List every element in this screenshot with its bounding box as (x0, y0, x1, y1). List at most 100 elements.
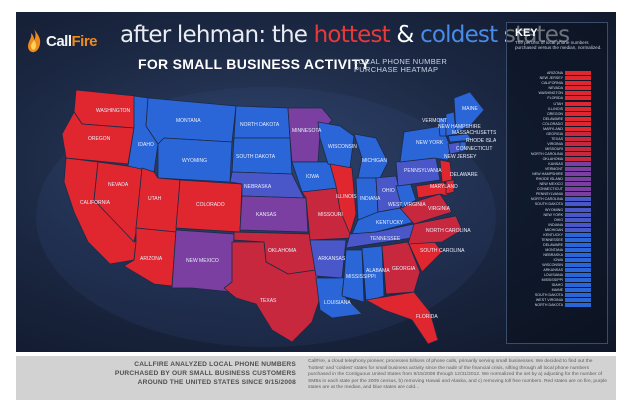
key-row: MONTANA (511, 247, 603, 253)
state-label-rhode-island: RHODE ISLAND (466, 138, 496, 144)
key-row-swatch (565, 212, 591, 217)
key-row: RHODE ISLAND (511, 177, 603, 182)
state-label-texas: TEXAS (260, 298, 277, 304)
key-row-swatch (565, 283, 591, 288)
key-row: NORTH CAROLINA (511, 152, 603, 157)
key-row: WASHINGTON (511, 91, 603, 96)
key-row: SOUTH DAKOTA (511, 293, 603, 298)
flame-icon (28, 29, 41, 53)
state-label-new-jersey: NEW JERSEY (444, 154, 477, 160)
title-hot: hottest (313, 22, 391, 48)
key-row: CALIFORNIA (511, 81, 603, 86)
key-row: NEW JERSEY (511, 76, 603, 81)
key-row: NEVADA (511, 86, 603, 91)
key-row-name: WASHINGTON (538, 91, 563, 96)
key-row-name: GEORGIA (546, 131, 563, 136)
logo-text-call: Call (46, 33, 72, 50)
state-label-nevada: NEVADA (108, 182, 129, 188)
key-row-swatch (565, 111, 591, 116)
state-label-arkansas: ARKANSAS (318, 256, 346, 262)
state-label-maryland: MARYLAND (430, 184, 458, 190)
key-row: MICHIGAN (511, 227, 603, 232)
key-row: VIRGINIA (511, 141, 603, 147)
key-row-swatch (565, 157, 591, 162)
state-label-oregon: OREGON (88, 136, 111, 142)
state-label-delaware: DELAWARE (450, 172, 478, 178)
key-row-name: UTAH (553, 101, 563, 106)
key-row-swatch (565, 131, 591, 136)
key-row-swatch (565, 197, 591, 202)
key-row-swatch (565, 96, 591, 101)
key-row-swatch (565, 71, 591, 76)
state-massachusetts (447, 133, 473, 143)
key-row-name: MAINE (551, 288, 563, 293)
key-row: WYOMING (511, 207, 603, 212)
key-row-swatch (565, 146, 591, 151)
page-title: after lehman: the hottest & coldest stat… (120, 22, 570, 48)
key-row-name: VIRGINIA (547, 141, 563, 146)
key-row-swatch (565, 252, 591, 257)
key-row-name: NORTH CAROLINA (530, 152, 563, 156)
key-row-name: NEW MEXICO (539, 182, 563, 187)
key-row-name: DELAWARE (543, 116, 563, 121)
us-heatmap: WASHINGTON OREGON CALIFORNIA NEVADA IDAHO MON… (36, 87, 496, 347)
heatmap-label-line1: LOCAL PHONE NUMBER (354, 57, 448, 66)
key-row: NEW MEXICO (511, 182, 603, 187)
state-label-utah: UTAH (148, 196, 162, 202)
key-row-name: LOUISIANA (543, 273, 563, 278)
key-row: DELAWARE (511, 116, 603, 121)
state-label-california: CALIFORNIA (80, 200, 111, 206)
state-label-kansas: KANSAS (256, 212, 277, 218)
key-row-swatch (565, 86, 591, 91)
state-label-iowa: IOWA (306, 174, 320, 180)
key-row-name: RHODE ISLAND (536, 177, 563, 182)
state-label-minnesota: MINNESOTA (292, 128, 322, 134)
key-row-name: SOUTH DAKOTA (534, 293, 563, 298)
state-label-louisiana: LOUISIANA (324, 300, 351, 306)
key-row: OREGON (511, 111, 603, 116)
state-label-tennessee: TENNESSEE (370, 236, 401, 242)
state-wyoming (157, 137, 233, 183)
key-row-name: MISSOURI (545, 146, 563, 151)
key-row-swatch (565, 242, 591, 247)
key-row-name: OREGON (547, 111, 563, 116)
title-part1: after lehman: the (120, 22, 314, 48)
state-label-colorado: COLORADO (196, 202, 225, 208)
state-label-michigan: MICHIGAN (362, 158, 387, 164)
key-row-name: WYOMING (545, 207, 563, 212)
key-row-name: SOUTH DAKOTA (534, 202, 563, 207)
state-virginia (399, 193, 453, 225)
state-new-jersey (439, 159, 453, 183)
key-row-swatch (565, 182, 591, 187)
key-row: FLORIDA (511, 96, 603, 101)
state-kansas (239, 195, 309, 233)
key-row-swatch (565, 126, 591, 131)
state-label-arizona: ARIZONA (140, 256, 163, 262)
footer-headline: CALLFIRE ANALYZED LOCAL PHONE NUMBERS PU… (114, 361, 296, 386)
state-label-georgia: GEORGIA (392, 266, 416, 272)
state-label-new-york: NEW YORK (416, 140, 444, 146)
key-row-name: KENTUCKY (543, 232, 563, 237)
key-row-swatch (565, 207, 591, 212)
state-label-idaho: IDAHO (138, 142, 154, 148)
state-label-indiana: INDIANA (360, 196, 381, 202)
key-description: The percent of local phone numbers purch… (515, 40, 602, 51)
key-row: ARIZONA (511, 71, 603, 76)
key-row-swatch (565, 187, 591, 192)
key-row: UTAH (511, 101, 603, 106)
key-row-swatch (565, 217, 591, 222)
key-row: OHIO (511, 217, 603, 222)
key-row-swatch (565, 288, 591, 293)
key-row: LOUISIANA (511, 273, 603, 278)
state-label-montana: MONTANA (176, 118, 201, 124)
key-row-name: NEW YORK (543, 212, 563, 217)
key-row-name: NEW JERSEY (539, 76, 563, 81)
key-row: MARYLAND (511, 126, 603, 132)
state-label-virginia: VIRGINIA (428, 206, 451, 212)
state-florida (364, 291, 439, 345)
key-row-name: ARIZONA (547, 71, 563, 76)
key-row-swatch (565, 162, 591, 167)
key-row: MAINE (511, 288, 603, 293)
state-maryland (415, 181, 449, 199)
key-row-name: MICHIGAN (545, 227, 563, 232)
